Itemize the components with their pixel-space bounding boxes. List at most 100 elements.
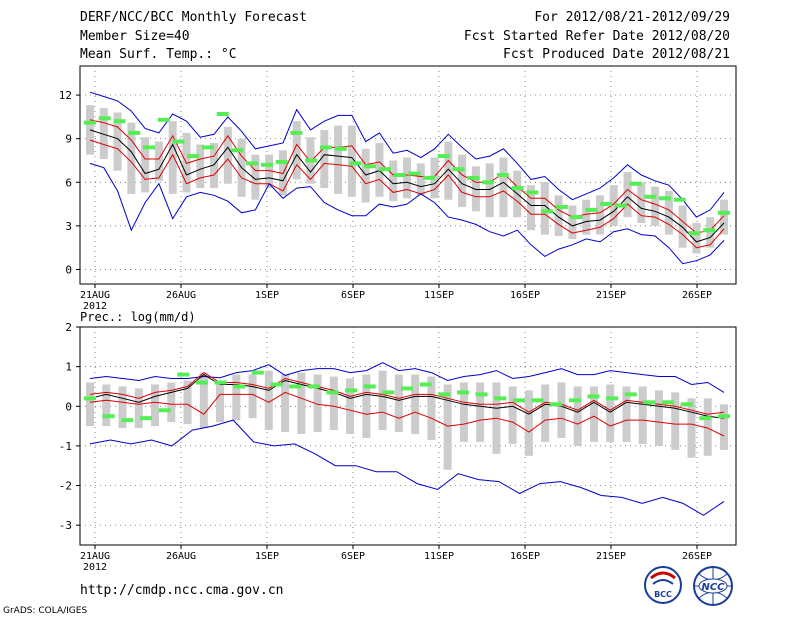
temp-spread-box	[540, 182, 549, 235]
temp-observation-marker	[393, 173, 406, 177]
temperature-panel: 0 3 6 9 12 21AUG 26AUG 1SEP 6SEP 11SEP 16SEP 21SEP 2…	[59, 65, 737, 312]
precip-spread-box	[671, 392, 680, 450]
precip-observation-marker	[382, 390, 395, 395]
temp-spread-box	[623, 172, 632, 218]
temp-spread-box	[609, 185, 618, 226]
precip-spread-box	[248, 374, 257, 419]
precip-observation-marker	[438, 392, 451, 397]
temp-spread-box	[403, 157, 411, 199]
temp-y-tick-label: 9	[65, 133, 72, 146]
temp-observation-marker	[541, 209, 554, 214]
precip-observation-marker	[643, 400, 656, 405]
temp-spread-box	[347, 125, 356, 197]
temp-spread-box	[334, 125, 343, 194]
precip-observation-marker	[270, 382, 283, 387]
temp-x-tick-label: 16SEP	[510, 290, 540, 301]
ncc-logo: NCC	[693, 566, 733, 606]
temp-spread-box	[223, 127, 232, 184]
temp-observation-marker	[511, 186, 524, 191]
temp-observation-marker	[644, 194, 657, 199]
bcc-logo: BCC	[644, 566, 682, 604]
precip-spread-box	[459, 382, 468, 442]
temp-x-tick-label: 26SEP	[682, 290, 712, 301]
temp-y-tick-label: 0	[65, 263, 72, 276]
precip-observation-marker	[121, 418, 134, 423]
precip-spread-box	[654, 390, 663, 446]
precip-y-tick-label: 0	[65, 400, 72, 413]
precip-spread-box	[151, 384, 160, 427]
precip-observation-marker	[139, 416, 152, 421]
temp-spread-box	[127, 122, 136, 194]
precip-observation-marker	[233, 384, 246, 389]
temp-observation-marker	[614, 203, 627, 208]
temp-spread-box	[692, 222, 701, 254]
precip-observation-marker	[214, 380, 227, 385]
precip-observation-marker	[326, 390, 339, 395]
temp-x-tick-label: 21SEP	[596, 290, 626, 301]
temp-spread-box	[637, 182, 646, 223]
precip-spread-box	[411, 374, 420, 435]
temp-spread-box	[444, 141, 453, 200]
precip-observation-marker	[345, 388, 358, 393]
temp-x-tick-label: 6SEP	[341, 290, 365, 301]
temp-x-tick-label: 11SEP	[424, 290, 454, 301]
temp-observation-marker	[570, 215, 583, 220]
temp-observation-marker	[659, 196, 672, 201]
precip-y-tick-label: -3	[59, 519, 72, 532]
precip-x-tick-label: 21SEP	[596, 551, 626, 562]
precip-spread-box	[264, 370, 273, 431]
precip-ensemble-min-line	[89, 419, 725, 516]
precip-x-tick-label: 6SEP	[341, 551, 365, 562]
temp-observation-marker	[231, 148, 244, 153]
temp-spread-box	[582, 199, 591, 235]
temp-spread-box	[389, 160, 398, 202]
temp-observation-marker	[260, 162, 273, 167]
temp-ensemble-max-line	[89, 91, 725, 218]
precip-observation-marker	[494, 396, 507, 401]
temp-observation-marker	[98, 116, 111, 121]
precip-y-tick-label: 1	[65, 361, 72, 374]
temp-y-tick-label: 3	[65, 220, 72, 233]
temp-observation-marker	[364, 164, 377, 169]
temp-observation-marker	[157, 117, 170, 122]
member-size: Member Size=40	[80, 29, 190, 44]
precip-x-tick-label: 26SEP	[682, 551, 712, 562]
logos: BCC NCC	[644, 566, 733, 606]
precip-spread-box	[541, 384, 550, 442]
precip-x-tick-label: 21AUG	[80, 551, 110, 562]
precip-spread-box	[183, 380, 192, 425]
temp-ensemble-min-line	[89, 162, 725, 265]
precip-observation-marker	[456, 390, 469, 395]
temp-observation-marker	[319, 145, 332, 150]
temp-observation-marker	[172, 139, 185, 144]
precip-spread-box	[199, 372, 208, 429]
temp-observation-marker	[673, 197, 686, 202]
precip-observation-marker	[102, 414, 115, 419]
temp-spread-box	[706, 217, 715, 248]
temp-spread-box	[651, 186, 660, 226]
precip-x-tick-label: 1SEP	[255, 551, 279, 562]
temp-observation-marker	[113, 119, 126, 124]
temp-observation-marker	[482, 180, 495, 185]
svg-text:BCC: BCC	[654, 590, 672, 599]
temp-observation-marker	[423, 175, 436, 180]
temp-x-tick-label: 1SEP	[255, 290, 279, 301]
precip-spread-box	[86, 382, 94, 427]
temp-spread-box	[568, 205, 577, 239]
precip-y-tick-label: -2	[59, 480, 72, 493]
temp-observation-marker	[467, 175, 480, 180]
temp-spread-box	[292, 121, 301, 180]
temp-observation-marker	[555, 204, 568, 209]
source-url[interactable]: http://cmdp.ncc.cma.gov.cn	[80, 583, 284, 598]
temp-spread-box	[485, 163, 494, 218]
precip-ensemble-mean-line	[89, 373, 725, 419]
temp-observation-marker	[187, 154, 200, 159]
precip-spread-box	[638, 386, 647, 444]
precip-spread-upper-line	[89, 371, 725, 415]
precip-observation-marker	[158, 408, 171, 413]
temp-spread-box	[595, 195, 604, 235]
temp-observation-marker	[526, 190, 539, 195]
precip-spread-box	[427, 376, 436, 440]
temp-spread-upper-line	[89, 119, 725, 234]
